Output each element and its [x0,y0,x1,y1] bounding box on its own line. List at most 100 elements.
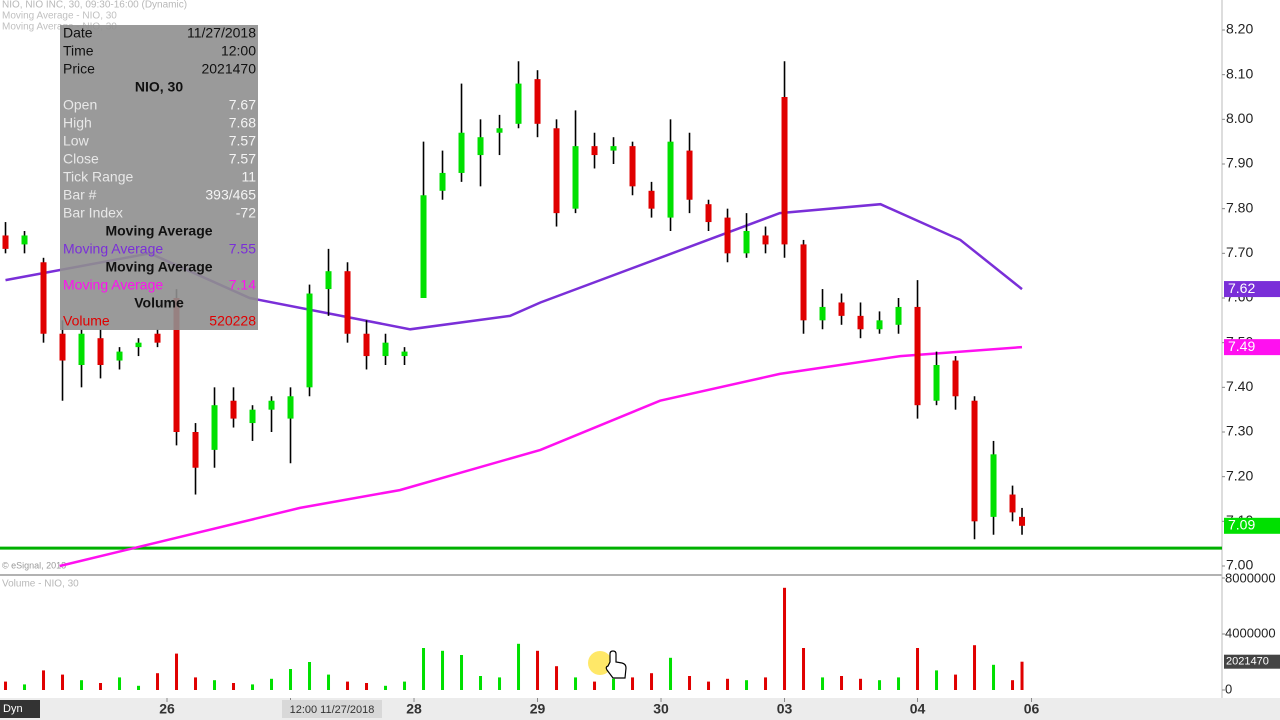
volume-bar [707,681,711,690]
candle-body [819,306,826,321]
volume-bar [194,677,198,690]
data-window-label: Price [63,61,95,77]
candle-body [705,204,712,223]
candle-body [249,409,256,424]
volume-bar [422,648,426,690]
candle-body [762,235,769,245]
cursor-label-box [282,700,382,718]
moving-average-line [59,345,1023,568]
volume-bar [479,676,483,690]
candle-body [515,83,522,124]
volume-bar [213,680,217,690]
last-value-label: 7.62 [1228,280,1255,296]
volume-bar [650,673,654,690]
data-window-value: 520228 [209,313,256,329]
volume-bar [42,670,46,690]
data-window-heading: Volume [134,295,184,311]
volume-bar [669,657,673,690]
volume-bar [954,674,958,690]
candle-body [553,128,560,214]
time-axis-strip [0,698,1280,720]
candle-body [838,302,845,316]
volume-bar [1020,661,1024,690]
volume-bar [992,664,996,690]
volume-bar [745,680,749,690]
data-window-value: 11/27/2018 [187,25,256,41]
volume-bar [517,643,521,690]
volume-bar [308,662,312,690]
volume-bar [327,674,331,690]
volume-bar [80,680,84,690]
candle-body [325,271,332,290]
source-note: © eSignal, 2018 [2,560,66,570]
y-tick-label: 8.00 [1226,110,1253,126]
last-value-box [1224,517,1280,534]
y-tick-label: 7.70 [1226,244,1253,260]
volume-bar [973,645,977,690]
candle-body [781,97,788,245]
candle-body [857,315,864,330]
data-window-value: 7.55 [229,241,256,257]
x-tick-label: 06 [1024,701,1040,717]
data-window: Date 11/27/2018 Time 12:00 Price 2021470 NIO, … [60,25,258,330]
candle-body [496,128,503,133]
volume-bar [840,676,844,690]
data-window-label: Moving Average [63,241,163,257]
volume-bar [878,680,882,690]
candle-body [78,333,85,365]
volume-bar [783,587,787,690]
data-window-value: 393/465 [205,187,256,203]
volume-bar [859,678,863,690]
volume-bar [821,677,825,690]
candle-body [363,333,370,357]
y-tick-label: 7.20 [1226,467,1253,483]
volume-bar [498,677,502,690]
volume-bar [384,685,388,690]
candle-body [914,306,921,406]
data-window-label: Bar # [63,187,97,203]
candle-body [724,217,731,254]
candle-body [287,396,294,419]
data-window-label: Time [63,43,94,59]
data-window-value: 7.67 [229,97,256,113]
volume-bar [916,648,920,690]
volume-bar [403,681,407,690]
volume-bar [460,655,464,690]
candle-body [40,262,47,334]
volume-bar [555,666,559,690]
data-window-label: Volume [63,313,110,329]
y2-tick-label: 8000000 [1225,570,1276,585]
x-tick-label: 26 [159,701,175,717]
candle-body [420,195,427,298]
y2-tick-label: 0 [1225,681,1232,696]
data-window-label: Date [63,25,93,41]
x-tick-label: 30 [653,701,669,717]
candle-body [990,454,997,517]
candle-body [876,320,883,330]
data-window-label: Moving Average [63,277,163,293]
volume-bar [270,678,274,690]
candle-body [135,342,142,348]
axis-strip [1222,0,1280,720]
candle-body [154,333,161,343]
last-volume-label: 2021470 [1226,656,1269,668]
last-value-label: 7.49 [1228,338,1255,354]
data-window-label: Low [63,133,90,149]
y-tick-label: 7.90 [1226,155,1253,171]
candle-body [458,132,465,173]
x-tick-label: 28 [406,701,422,717]
candle-body [401,351,408,357]
volume-bar [1011,680,1015,690]
data-window-value: 12:00 [221,43,256,59]
volume-bar [175,653,179,690]
candle-body [306,293,313,388]
volume-bar [764,677,768,690]
candle-body [97,338,104,365]
volume-bar [23,684,27,690]
volume-bar [137,685,141,690]
volume-bar [156,673,160,690]
chart-title: NIO, NIO INC, 30, 09:30-16:00 (Dynamic) [2,0,187,11]
candle-body [230,400,237,419]
candle-body [344,271,351,334]
data-window-heading: NIO, 30 [135,79,183,95]
